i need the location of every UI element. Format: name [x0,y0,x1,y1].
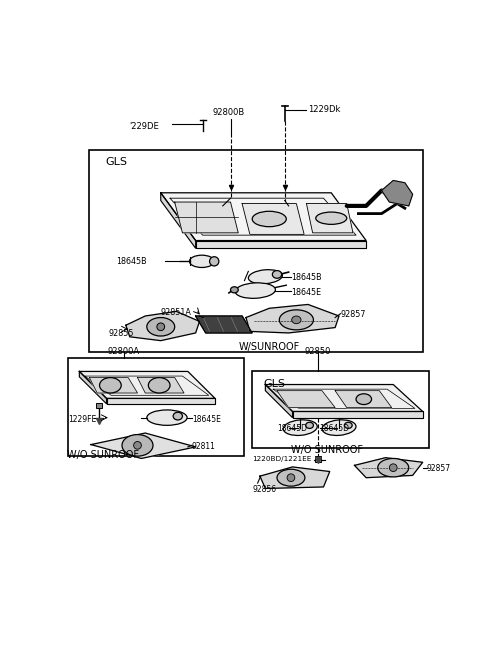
Text: 18645D: 18645D [320,424,349,433]
Ellipse shape [173,412,182,420]
Text: W/SUNROOF: W/SUNROOF [239,342,300,352]
Ellipse shape [148,378,170,393]
Ellipse shape [230,286,238,293]
Text: 92856: 92856 [252,485,276,493]
Text: 92850: 92850 [305,347,331,356]
Ellipse shape [133,442,142,449]
Text: 92857: 92857 [427,464,451,473]
Ellipse shape [316,212,347,225]
Text: 1229FE: 1229FE [68,415,96,424]
Polygon shape [382,181,413,206]
Polygon shape [126,311,200,340]
Text: '229DE: '229DE [130,122,159,131]
Text: 92851A: 92851A [161,307,192,317]
Text: GLS: GLS [263,379,285,389]
Ellipse shape [252,212,286,227]
Text: 92857: 92857 [340,310,366,319]
Polygon shape [79,371,107,404]
Ellipse shape [272,271,282,279]
Polygon shape [89,378,137,393]
Text: 1229Dk: 1229Dk [308,105,340,114]
Polygon shape [175,202,238,233]
Ellipse shape [356,394,372,405]
Polygon shape [107,398,215,404]
Ellipse shape [210,257,219,266]
Polygon shape [306,204,353,233]
Ellipse shape [190,255,214,267]
Polygon shape [196,240,366,248]
Text: W/O SUNROOF: W/O SUNROOF [67,450,139,460]
Polygon shape [137,378,184,393]
Text: 18645D: 18645D [277,424,307,433]
Text: 18645E: 18645E [192,415,221,424]
Ellipse shape [283,420,317,436]
Ellipse shape [292,316,301,324]
Text: 1220BD/1221EE: 1220BD/1221EE [252,456,312,462]
Ellipse shape [345,422,352,428]
Ellipse shape [248,269,282,284]
Polygon shape [335,391,392,407]
Ellipse shape [287,474,295,482]
Bar [252,371,429,449]
Ellipse shape [157,323,165,330]
Ellipse shape [122,434,153,456]
Text: 92855: 92855 [108,329,133,338]
Text: 18645B: 18645B [116,257,146,265]
Ellipse shape [378,459,409,477]
Polygon shape [242,204,304,235]
Ellipse shape [322,420,356,436]
Bar [89,150,423,352]
Polygon shape [355,458,423,478]
Bar [68,357,244,456]
Polygon shape [265,384,423,411]
Ellipse shape [99,378,121,393]
Text: W/O SUNROOF: W/O SUNROOF [291,445,363,455]
Polygon shape [292,411,423,418]
Ellipse shape [306,422,313,428]
Ellipse shape [277,469,305,486]
Polygon shape [161,193,366,240]
Ellipse shape [389,464,397,472]
Polygon shape [91,433,196,459]
Text: 18645B: 18645B [291,273,322,282]
Text: 92800B: 92800B [213,108,245,117]
Ellipse shape [279,310,313,330]
Text: 92800A: 92800A [108,347,140,356]
Text: 92811: 92811 [192,442,216,451]
Polygon shape [277,391,335,407]
Text: GLS: GLS [105,158,127,168]
Text: 18645E: 18645E [291,288,321,297]
Polygon shape [265,384,292,418]
Polygon shape [161,193,196,248]
Bar [96,403,102,407]
Ellipse shape [235,283,276,298]
Polygon shape [246,304,339,333]
Bar [315,456,321,463]
Polygon shape [196,316,252,333]
Polygon shape [260,467,330,489]
Ellipse shape [147,317,175,336]
Polygon shape [79,371,215,398]
Ellipse shape [147,410,187,425]
